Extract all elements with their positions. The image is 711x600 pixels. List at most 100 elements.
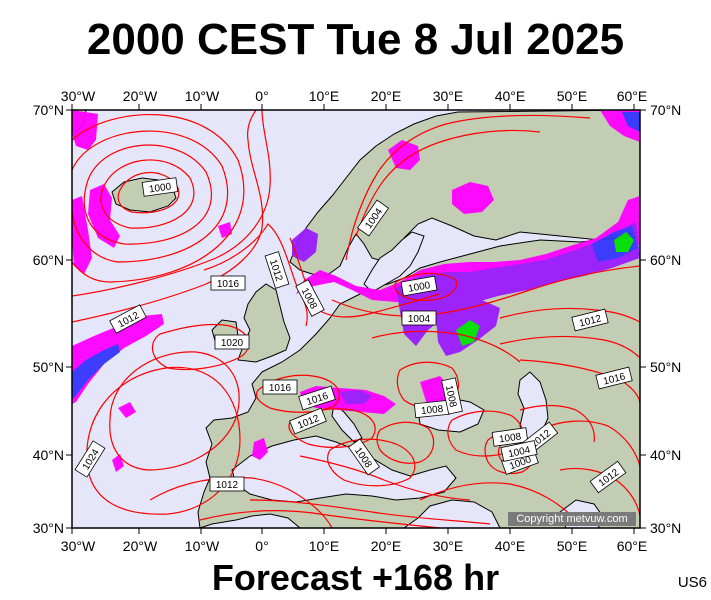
isobar-1012-russia — [499, 307, 640, 323]
isobar-iceland-low-5 — [72, 113, 245, 283]
isobar-label: 1012 — [209, 476, 245, 492]
isobar-label: 1000 — [141, 177, 179, 197]
isobar-1024-azores — [86, 366, 241, 515]
svg-text:1008: 1008 — [443, 384, 458, 408]
isobars — [72, 110, 640, 528]
isobar-1008-norway — [345, 114, 591, 261]
isobar-labels: 1000 1004 1012 1016 1012 1008 1000 1004 … — [74, 177, 633, 494]
isobar-1004-baltic — [331, 265, 640, 317]
isobar-iceland-low-4 — [72, 130, 229, 263]
isobar-iceland-low-1 — [117, 171, 180, 214]
tick-label: 0° — [255, 538, 268, 554]
isobar-1020-uk — [151, 323, 250, 371]
precip-iberia — [252, 438, 268, 460]
svg-text:1016: 1016 — [602, 371, 627, 387]
precip-atlantic-cell — [118, 402, 136, 418]
isobar-1008-balkans — [327, 438, 416, 487]
svg-text:1008: 1008 — [421, 404, 445, 417]
svg-text:1000: 1000 — [148, 181, 172, 195]
precip-ukraine-core — [456, 320, 480, 346]
tick-label: 10°E — [309, 88, 340, 104]
svg-text:1000: 1000 — [407, 280, 431, 295]
map-frame — [71, 109, 641, 529]
isobar-1016-france — [255, 374, 340, 413]
svg-text:1004: 1004 — [507, 445, 531, 460]
svg-text:1012: 1012 — [216, 480, 239, 491]
isobar-label: 1012 — [571, 308, 609, 332]
tick-label: 20°E — [371, 538, 402, 554]
precip-russia-extreme — [614, 232, 634, 252]
tick-label: 20°W — [123, 88, 158, 104]
precip-arctic-core — [622, 112, 640, 132]
isobar-label: 1004 — [500, 440, 538, 462]
tick-label: 20°E — [371, 88, 402, 104]
tick-label: 20°W — [123, 538, 158, 554]
isobar-1016-atlantic — [72, 110, 271, 297]
tick-label: 30°E — [433, 538, 464, 554]
precip-iceland-s — [88, 184, 120, 248]
isobar-label: 1016 — [262, 379, 298, 395]
isobar-1012-morocco — [149, 477, 333, 528]
tick-label: 40°N — [33, 447, 64, 463]
land-britain — [237, 283, 291, 363]
tick-label: 10°E — [309, 538, 340, 554]
tick-label: 50°E — [557, 538, 588, 554]
isobar-label: 1008 — [441, 377, 463, 415]
svg-text:1012: 1012 — [578, 313, 603, 329]
tick-label: 40°E — [495, 538, 526, 554]
isobar-label: 1000 — [400, 275, 438, 297]
tick-label: 30°W — [61, 538, 96, 554]
svg-text:1004: 1004 — [408, 314, 431, 325]
tick-label: 60°E — [617, 88, 648, 104]
latitude-labels-left: 70°N 60°N 50°N 40°N 30°N — [33, 102, 64, 536]
isobar-label: 1008 — [413, 399, 451, 419]
isobar-1008-north-sea — [289, 237, 441, 318]
tick-label: 0° — [255, 88, 268, 104]
precipitation — [72, 110, 640, 472]
precip-scandinavia — [388, 140, 420, 170]
isobar-1012-iran — [539, 420, 640, 467]
tick-label: 50°N — [650, 359, 681, 375]
isobar-1012-north-africa — [249, 499, 491, 525]
precip-east-europe — [396, 222, 640, 346]
tick-label: 70°N — [650, 102, 681, 118]
isobar-label: 1016 — [210, 275, 246, 291]
copyright-badge: Copyright metvuw.com — [508, 512, 636, 526]
precip-norway-coast — [292, 228, 318, 262]
isobar-1016-north-africa — [299, 455, 471, 501]
tick-label: 30°W — [61, 88, 96, 104]
tick-label: 30°N — [33, 520, 64, 536]
longitude-labels-bottom: 30°W 20°W 10°W 0° 10°E 20°E 30°E 40°E 50… — [61, 538, 647, 554]
isobar-1004-norway — [355, 129, 541, 237]
tick-label: 70°N — [33, 102, 64, 118]
isobar-1012-east — [371, 330, 521, 363]
region-code: US6 — [677, 574, 707, 591]
tick-label: 10°W — [185, 538, 220, 554]
isobar-1012-caucasus — [519, 404, 595, 443]
svg-text:1020: 1020 — [221, 338, 244, 349]
forecast-label: Forecast +168 hr — [211, 557, 500, 598]
precip-finland — [452, 182, 494, 214]
isobar-label: 1016 — [595, 366, 633, 390]
axis-ticks — [66, 104, 646, 534]
map-title: 2000 CEST Tue 8 Jul 2025 — [86, 15, 625, 64]
svg-text:1016: 1016 — [269, 383, 292, 394]
isobar-greece — [376, 421, 435, 464]
svg-text:1016: 1016 — [217, 279, 240, 290]
precip-balkans-core — [340, 390, 372, 404]
isobar-1012-italy — [288, 408, 376, 448]
tick-label: 30°N — [650, 520, 681, 536]
isobar-1016-russia — [499, 335, 640, 359]
isobar-label: 1020 — [214, 334, 250, 350]
tick-label: 60°E — [617, 538, 648, 554]
svg-text:1008: 1008 — [498, 431, 522, 445]
sea-baltic — [363, 231, 425, 293]
tick-label: 40°N — [650, 447, 681, 463]
tick-label: 60°N — [33, 252, 64, 268]
precip-atlantic-core — [72, 344, 120, 398]
isobar-desert-2 — [419, 482, 577, 521]
isobar-iceland-low-3 — [83, 144, 213, 245]
isobar-desert-1 — [199, 510, 441, 528]
tick-label: 10°W — [185, 88, 220, 104]
